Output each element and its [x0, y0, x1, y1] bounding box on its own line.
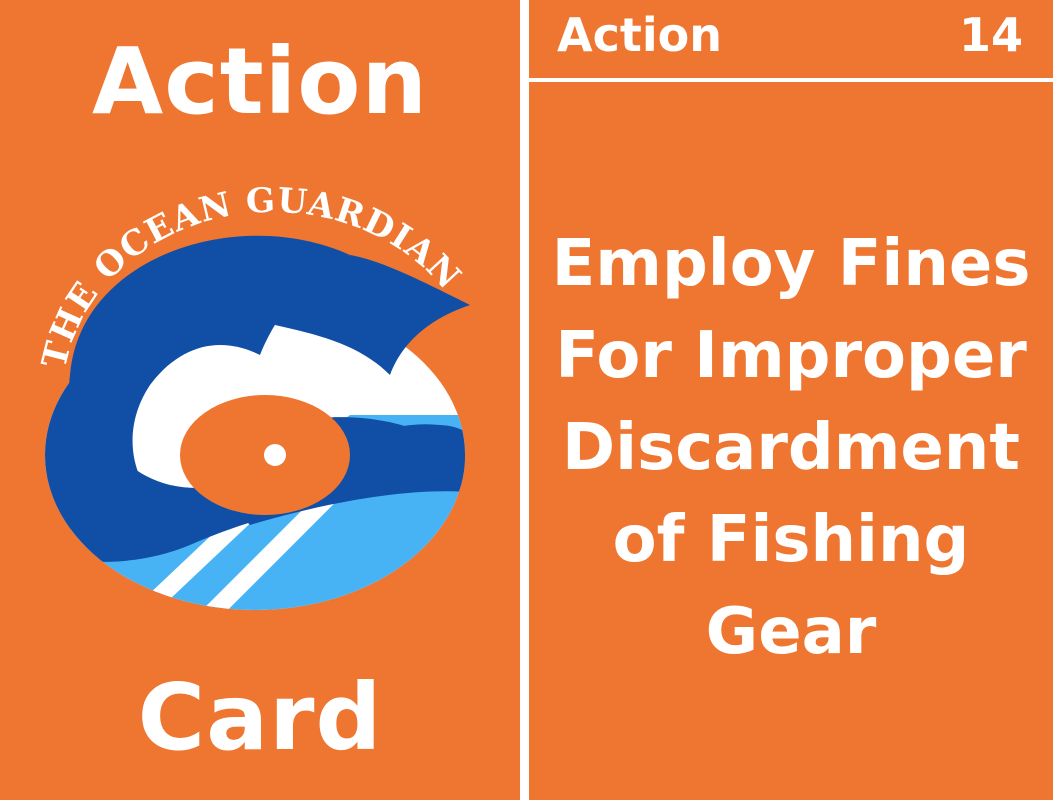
- whale-eye-icon: [264, 444, 286, 466]
- action-card-back: Action 14 Employ Fines For Improper Disc…: [529, 0, 1053, 800]
- front-title: Action: [92, 28, 428, 135]
- front-subtitle: Card: [137, 664, 383, 771]
- ocean-guardian-logo: THE OCEAN GUARDIAN: [34, 180, 470, 610]
- header-divider: [529, 78, 1053, 82]
- card-action-text: Employ Fines For Improper Discardment of…: [551, 227, 1031, 669]
- card-header: Action 14: [529, 0, 1053, 78]
- action-card-front: Action THE OCEAN: [0, 0, 520, 800]
- card-number: 14: [958, 8, 1023, 62]
- card-header-title: Action: [557, 8, 722, 62]
